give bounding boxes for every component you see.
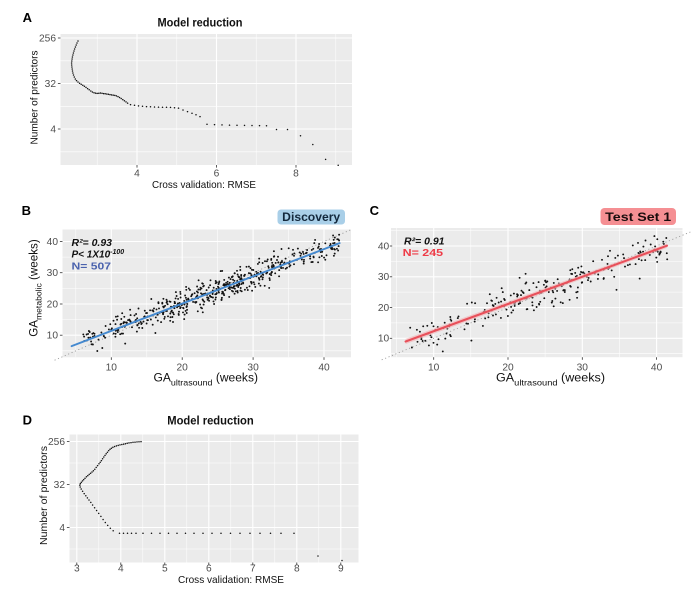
svg-text:8: 8 [293, 169, 299, 180]
svg-text:9: 9 [338, 564, 344, 575]
svg-text:256: 256 [39, 33, 56, 44]
svg-text:Number of predictors: Number of predictors [29, 51, 41, 145]
svg-text:40: 40 [47, 237, 59, 248]
svg-text:20: 20 [378, 303, 390, 314]
svg-text:256: 256 [48, 437, 65, 448]
svg-text:Cross validation: RMSE: Cross validation: RMSE [178, 574, 284, 586]
svg-text:3: 3 [74, 564, 80, 575]
svg-text:10: 10 [106, 362, 118, 373]
svg-text:10: 10 [428, 362, 440, 373]
svg-text:P< 1X10-100: P< 1X10-100 [72, 249, 125, 261]
svg-text:R²= 0.93: R²= 0.93 [72, 238, 113, 249]
svg-text:20: 20 [47, 299, 59, 310]
svg-text:4: 4 [134, 169, 140, 180]
svg-text:8: 8 [294, 564, 300, 575]
svg-text:Model reduction: Model reduction [167, 414, 254, 428]
svg-text:R²= 0.91: R²= 0.91 [404, 237, 445, 248]
svg-text:4: 4 [50, 124, 56, 135]
svg-text:N= 245: N= 245 [403, 248, 444, 259]
svg-text:20: 20 [177, 362, 189, 373]
svg-text:10: 10 [378, 334, 390, 345]
svg-text:40: 40 [651, 362, 663, 373]
svg-text:20: 20 [502, 362, 514, 373]
svg-text:32: 32 [54, 480, 66, 491]
svg-text:7: 7 [250, 564, 256, 575]
svg-text:6: 6 [206, 564, 212, 575]
svg-text:4: 4 [59, 523, 65, 534]
svg-text:C: C [370, 203, 380, 218]
svg-text:40: 40 [378, 241, 390, 252]
svg-text:D: D [23, 413, 32, 428]
svg-text:10: 10 [47, 331, 59, 342]
svg-text:30: 30 [247, 362, 259, 373]
svg-text:5: 5 [162, 564, 168, 575]
svg-text:N= 507: N= 507 [72, 262, 112, 273]
svg-text:Cross validation: RMSE: Cross validation: RMSE [152, 179, 256, 191]
svg-text:Test Set 1: Test Set 1 [605, 210, 671, 224]
svg-text:30: 30 [378, 272, 390, 283]
svg-text:4: 4 [118, 564, 124, 575]
svg-text:A: A [23, 10, 33, 25]
svg-text:32: 32 [45, 79, 57, 90]
svg-text:Model reduction: Model reduction [158, 16, 243, 30]
svg-text:30: 30 [47, 268, 59, 279]
svg-text:6: 6 [214, 169, 220, 180]
svg-text:B: B [22, 203, 31, 218]
svg-text:Number of predictors: Number of predictors [38, 446, 50, 545]
svg-text:30: 30 [577, 362, 589, 373]
svg-text:40: 40 [318, 362, 330, 373]
svg-text:Discovery: Discovery [282, 212, 341, 224]
